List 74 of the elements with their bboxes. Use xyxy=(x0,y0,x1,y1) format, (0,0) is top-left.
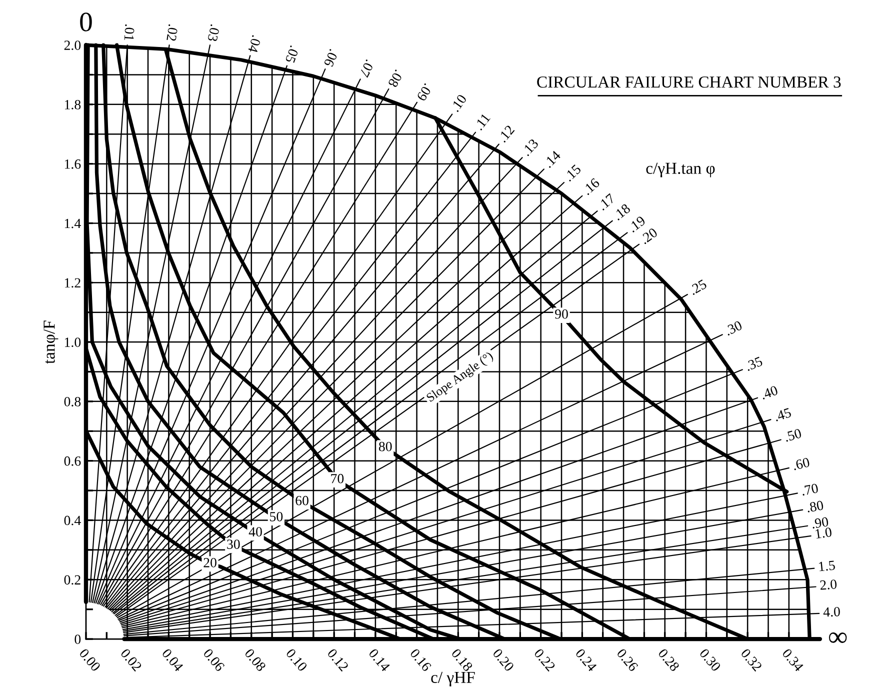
text: .15 xyxy=(564,164,582,182)
x-tick-label: 0.04 xyxy=(161,648,184,672)
text: 1.5 xyxy=(818,560,836,572)
series-label: 50 xyxy=(270,512,283,522)
x-tick-label: 0.08 xyxy=(244,648,266,672)
x-tick-label: 0.18 xyxy=(450,648,474,672)
x-tick-label: 0.12 xyxy=(326,648,349,672)
x-tick-label: 0.26 xyxy=(616,648,639,672)
text: .70 xyxy=(801,483,819,496)
text: .06 xyxy=(324,48,339,68)
y-tick-label: 1.0 xyxy=(64,338,81,348)
text: .30 xyxy=(724,320,743,336)
text: .08 xyxy=(388,69,404,88)
text: CIRCULAR FAILURE CHART NUMBER 3 xyxy=(537,76,841,88)
x-tick-label: 0.00 xyxy=(78,648,101,672)
series-label: 2.0 xyxy=(820,579,837,590)
text: .07 xyxy=(359,59,375,78)
x-tick-label: 0.34 xyxy=(782,648,804,672)
series-label: 4.0 xyxy=(823,606,840,617)
text: .03 xyxy=(208,24,220,42)
text: .13 xyxy=(521,138,539,156)
y-tick-label: 0.6 xyxy=(64,456,81,466)
text: .02 xyxy=(166,24,178,42)
legend-label: ∞ xyxy=(828,632,847,643)
text: 1.0 xyxy=(815,527,832,539)
x-tick-label: 0.22 xyxy=(534,648,556,672)
text: .11 xyxy=(474,112,491,131)
text: .90 xyxy=(812,516,829,529)
y-tick-label: 1.2 xyxy=(64,278,80,288)
series-label: 80 xyxy=(378,442,392,452)
text: .01 xyxy=(124,24,135,41)
x-tick-label: 0.28 xyxy=(658,648,680,672)
annotation: c/γH.tan φ xyxy=(646,162,715,178)
y-tick-label: 1.6 xyxy=(64,159,81,169)
x-tick-label: 0.06 xyxy=(202,648,226,672)
text: .17 xyxy=(600,193,616,211)
series-label: 20 xyxy=(204,558,216,568)
y-tick-label: 0.8 xyxy=(64,397,81,406)
text: .60 xyxy=(792,457,810,470)
x-tick-label: 0.02 xyxy=(120,648,142,672)
text: .10 xyxy=(450,94,468,112)
x-tick-label: 0.30 xyxy=(699,648,722,672)
x-tick-label: 0.32 xyxy=(740,648,762,672)
text: .04 xyxy=(248,35,262,54)
y-tick-label: 0.4 xyxy=(64,516,81,526)
x-tick-label: 0.10 xyxy=(286,648,308,672)
series-label: 30 xyxy=(227,540,240,549)
annotation: Slope Angle (°) xyxy=(426,350,495,404)
series-label: 90 xyxy=(555,309,568,319)
text: .05 xyxy=(285,45,300,64)
y-tick-label: 1.4 xyxy=(64,218,81,228)
text: .14 xyxy=(543,150,562,168)
x-tick-label: 0.14 xyxy=(368,648,391,672)
x-axis-title: c/ γHF xyxy=(431,672,475,686)
text: .35 xyxy=(744,356,764,372)
text: .25 xyxy=(688,279,708,296)
text: .16 xyxy=(582,178,600,196)
y-tick-label: 1.8 xyxy=(64,100,81,110)
text: .40 xyxy=(760,385,778,400)
text: .09 xyxy=(416,83,433,102)
y-tick-label: 2.0 xyxy=(64,40,81,50)
x-tick-label: 0.20 xyxy=(492,648,514,672)
y-tick-label: 0 xyxy=(74,634,81,644)
series-label: 40 xyxy=(248,527,262,536)
y-axis-title: tanφ/F xyxy=(44,320,58,364)
series-label: 60 xyxy=(296,496,308,506)
text: .80 xyxy=(806,500,824,512)
text: .45 xyxy=(774,408,792,422)
x-tick-label: 0.16 xyxy=(410,648,432,672)
y-tick-label: 0.2 xyxy=(64,575,80,585)
text: .50 xyxy=(784,428,802,442)
x-tick-label: 0.24 xyxy=(574,648,598,672)
series-label: 70 xyxy=(331,474,344,484)
text: .12 xyxy=(498,124,515,143)
